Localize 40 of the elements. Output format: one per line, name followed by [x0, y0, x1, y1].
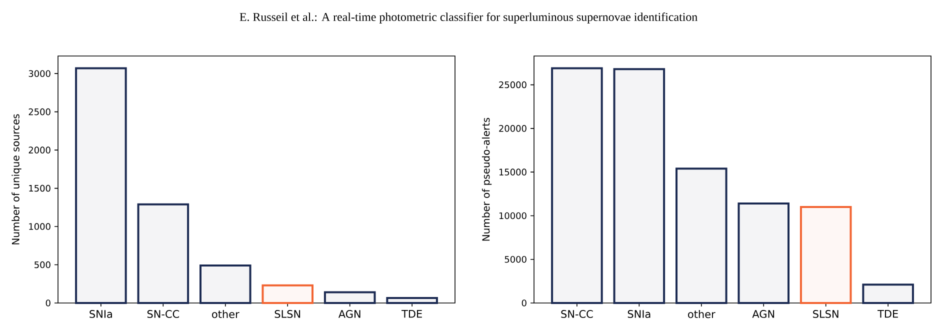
x-tick-label: SLSN: [813, 310, 838, 318]
x-tick-label: AGN: [338, 310, 360, 318]
x-tick-label: other: [688, 310, 716, 318]
y-tick-label: 3000: [28, 70, 50, 77]
bar: [200, 264, 252, 304]
bar: [676, 168, 728, 304]
y-tick-label: 10000: [499, 212, 526, 220]
y-tick-label: 0: [46, 300, 50, 306]
y-tick-label: 25000: [499, 81, 526, 88]
y-tick-label: 0: [522, 300, 526, 306]
y-tick-label: 2500: [28, 108, 50, 116]
bar: [75, 67, 127, 304]
bar: [862, 284, 914, 304]
x-tick-label: SNIa: [628, 310, 650, 318]
text: E. Russeil et al.: A real-time photometric classifier for superluminous supernovae identification: [240, 12, 698, 24]
y-tick-label: 15000: [499, 168, 526, 176]
bar: [262, 284, 314, 304]
bar: [386, 297, 438, 304]
x-tick-label: SN-CC: [147, 310, 180, 318]
x-tick-label: TDE: [402, 310, 422, 318]
x-tick-label: SN-CC: [561, 310, 593, 318]
x-tick-label: TDE: [878, 310, 898, 318]
bar: [324, 291, 376, 304]
bar: [800, 206, 852, 304]
y-tick-label: 20000: [499, 125, 526, 132]
y-axis-title: Number of unique sources: [12, 114, 22, 244]
x-tick-label: other: [212, 310, 240, 318]
y-tick-label: 1500: [29, 184, 50, 192]
y-axis-title: Number of pseudo-alerts: [482, 118, 492, 241]
y-tick-label: 500: [34, 261, 50, 268]
bar: [738, 202, 790, 304]
x-tick-label: SNIa: [90, 310, 112, 318]
x-tick-label: SLSN: [274, 310, 300, 318]
y-tick-label: 1000: [29, 223, 50, 230]
bar: [613, 68, 666, 304]
bar: [551, 67, 603, 304]
y-tick-label: 5000: [504, 256, 526, 263]
y-tick-label: 2000: [28, 146, 50, 154]
bar: [137, 203, 190, 304]
x-tick-label: AGN: [752, 310, 774, 318]
